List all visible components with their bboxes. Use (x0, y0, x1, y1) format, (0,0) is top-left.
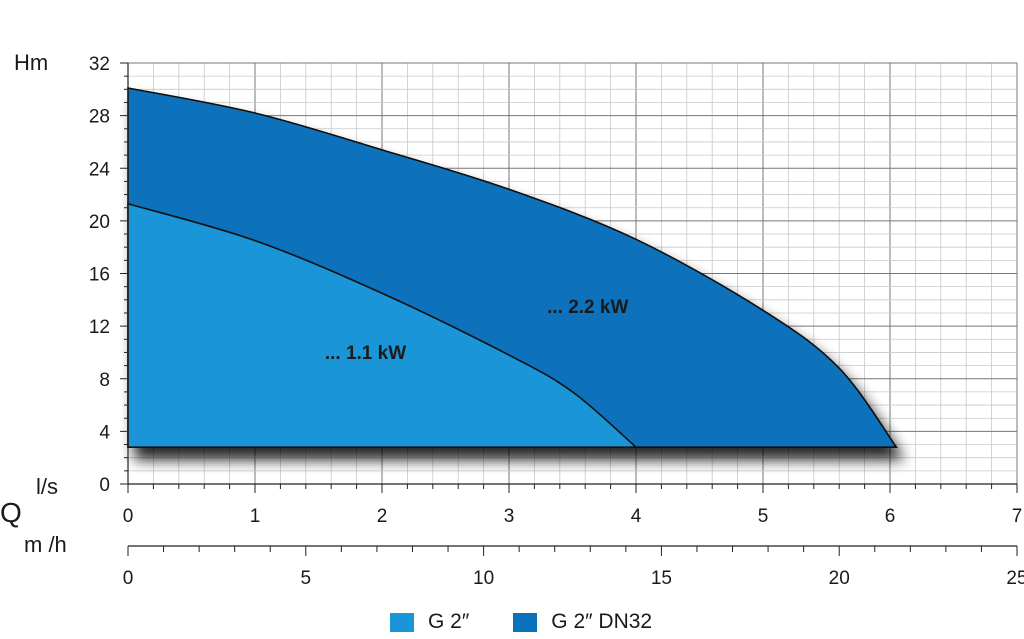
y-axis-label: Hm (14, 50, 48, 75)
y-tick-label: 0 (99, 475, 110, 496)
x-tick-label-ls: 5 (758, 506, 769, 527)
x-tick-label-ls: 0 (123, 506, 134, 527)
x-tick-label-ls: 3 (504, 506, 515, 527)
x-tick-label-ls: 6 (885, 506, 896, 527)
legend-item-g2-dn32: G 2″ DN32 (513, 610, 652, 634)
y-tick-label: 8 (99, 370, 110, 391)
legend: G 2″ G 2″ DN32 (390, 610, 652, 634)
x-tick-label-ls: 2 (377, 506, 388, 527)
x-tick-label-ls: 1 (250, 506, 261, 527)
series-area-1 (127, 202, 639, 448)
y-tick-label: 12 (89, 317, 110, 338)
y-tick-label: 32 (89, 54, 110, 75)
legend-swatch-g2 (390, 612, 414, 632)
x-tick-label-m3h: 20 (829, 568, 850, 589)
x-axis-label-ls: l/s (36, 474, 58, 499)
series-annotation-1: ... 1.1 kW (325, 343, 406, 364)
y-tick-label: 24 (89, 159, 111, 180)
x-tick-label-ls: 7 (1012, 506, 1023, 527)
series-annotation-0: ... 2.2 kW (547, 297, 628, 318)
performance-areas: ... 2.2 kW ... 1.1 kW (127, 87, 898, 448)
x-tick-label-m3h: 25 (1006, 568, 1024, 589)
y-tick-label: 28 (89, 107, 110, 128)
y-tick-label: 4 (99, 422, 110, 443)
x-tick-label-m3h: 15 (651, 568, 672, 589)
y-tick-label: 20 (89, 212, 110, 233)
x-tick-label-m3h: 10 (473, 568, 494, 589)
legend-label-g2: G 2″ (428, 610, 470, 633)
legend-label-g2-dn32: G 2″ DN32 (551, 610, 653, 633)
legend-item-g2: G 2″ (390, 610, 469, 634)
y-tick-label: 16 (89, 265, 110, 286)
x-axis-label-m3h: m /h (24, 532, 67, 557)
axis-labels: Hm l/s Q m /h (0, 50, 67, 557)
x-tick-label-m3h: 0 (123, 568, 134, 589)
x-tick-label-ls: 4 (631, 506, 642, 527)
legend-swatch-g2-dn32 (513, 612, 538, 632)
q-label: Q (0, 497, 22, 528)
x-tick-label-m3h: 5 (301, 568, 312, 589)
